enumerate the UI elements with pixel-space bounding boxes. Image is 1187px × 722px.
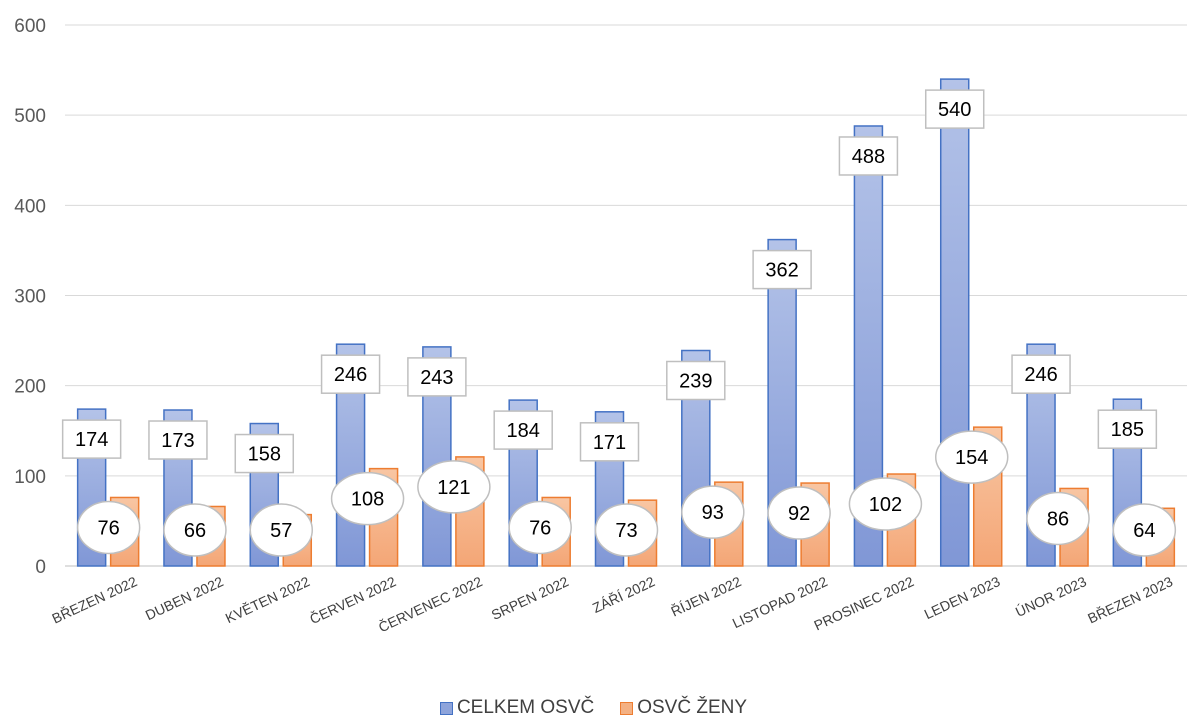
- x-tick-label-12: BŘEZEN 2023: [1085, 573, 1175, 626]
- legend-item-celkem: CELKEM OSVČ: [439, 697, 595, 719]
- data-label-bubble-zeny-8: [767, 486, 831, 540]
- data-label-celkem-11: 246: [1024, 364, 1057, 386]
- data-label-bubble-zeny-11: [1026, 491, 1090, 546]
- x-tick-label-10: LEDEN 2023: [922, 573, 1003, 622]
- legend-swatch-celkem: [439, 701, 453, 715]
- data-label-box-celkem-0: [61, 419, 122, 459]
- data-label-box-celkem-6: [579, 422, 640, 462]
- data-label-bubble-zeny-9: [848, 477, 923, 531]
- legend: CELKEM OSVČ OSVČ ŽENY: [0, 697, 1187, 719]
- data-label-box-celkem-7: [666, 360, 726, 401]
- y-tick-label-600: 600: [14, 16, 46, 37]
- data-label-bubble-zeny-1: [163, 503, 227, 557]
- bars: [76, 78, 1176, 567]
- data-label-box-celkem-10: [924, 89, 985, 129]
- data-label-celkem-9: 488: [852, 146, 885, 168]
- data-label-zeny-1: 66: [184, 520, 206, 542]
- legend-label-celkem: CELKEM OSVČ: [456, 697, 595, 718]
- data-label-box-celkem-4: [407, 357, 467, 397]
- data-label-zeny-2: 57: [270, 520, 292, 542]
- data-label-zeny-8: 92: [788, 503, 810, 525]
- x-tick-label-1: DUBEN 2022: [143, 573, 226, 623]
- data-label-celkem-7: 239: [679, 371, 712, 393]
- y-tick-label-300: 300: [14, 287, 46, 308]
- data-label-celkem-12: 185: [1111, 419, 1144, 441]
- data-labels: 174 76 173 66 158 57 246 108 243 121 184 76 171 73 239…: [61, 89, 1177, 557]
- y-tick-label-100: 100: [14, 467, 46, 488]
- data-label-celkem-2: 158: [248, 444, 281, 466]
- data-label-celkem-4: 243: [420, 367, 453, 389]
- data-label-box-celkem-2: [234, 433, 295, 474]
- data-label-celkem-6: 171: [593, 432, 626, 454]
- data-label-box-celkem-12: [1097, 409, 1158, 449]
- data-label-zeny-3: 108: [351, 489, 384, 511]
- x-tick-label-0: BŘEZEN 2022: [49, 573, 139, 626]
- bar-celkem-10: [939, 78, 970, 567]
- data-label-celkem-10: 540: [938, 99, 971, 121]
- data-label-zeny-12: 64: [1133, 520, 1155, 542]
- data-label-celkem-1: 173: [161, 430, 194, 452]
- legend-label-zeny: OSVČ ŽENY: [637, 697, 748, 718]
- y-tick-label-200: 200: [14, 377, 46, 398]
- data-label-bubble-zeny-6: [594, 503, 659, 557]
- x-tick-label-5: SRPEN 2022: [489, 573, 571, 623]
- data-label-bubble-zeny-3: [330, 471, 405, 526]
- data-label-celkem-3: 246: [334, 364, 367, 386]
- data-label-zeny-4: 121: [437, 477, 470, 499]
- grid-lines: [65, 24, 1187, 567]
- y-tick-label-0: 0: [35, 557, 46, 578]
- data-label-box-celkem-11: [1011, 354, 1071, 394]
- y-tick-label-500: 500: [14, 106, 46, 127]
- legend-item-zeny: OSVČ ŽENY: [620, 697, 747, 719]
- data-label-zeny-5: 76: [529, 517, 551, 539]
- data-label-zeny-0: 76: [98, 517, 120, 539]
- data-label-bubble-zeny-0: [76, 500, 141, 555]
- x-tick-label-6: ZÁŘÍ 2022: [590, 573, 658, 616]
- x-tick-label-11: ÚNOR 2023: [1013, 573, 1089, 620]
- data-label-bubble-zeny-10: [934, 430, 1009, 484]
- data-label-zeny-10: 154: [955, 447, 988, 469]
- legend-swatch-zeny: [620, 701, 634, 715]
- data-label-box-celkem-9: [838, 136, 899, 176]
- data-label-bubble-zeny-5: [508, 500, 572, 555]
- data-label-zeny-7: 93: [702, 502, 724, 524]
- x-tick-label-2: KVĚTEN 2022: [223, 573, 312, 626]
- data-label-bubble-zeny-7: [681, 485, 745, 539]
- data-label-celkem-5: 184: [507, 420, 540, 442]
- data-label-celkem-8: 362: [765, 260, 798, 282]
- y-axis-ticks: 0 100 200 300 400 500 600: [14, 16, 46, 578]
- data-label-zeny-6: 73: [615, 520, 637, 542]
- y-tick-label-400: 400: [14, 196, 46, 217]
- data-label-box-celkem-1: [148, 420, 208, 460]
- data-label-box-celkem-8: [752, 249, 812, 290]
- data-label-zeny-11: 86: [1047, 508, 1069, 530]
- data-label-bubble-zeny-4: [417, 460, 491, 514]
- data-label-bubble-zeny-12: [1112, 503, 1177, 557]
- data-label-celkem-0: 174: [75, 429, 108, 451]
- x-tick-label-7: ŘÍJEN 2022: [668, 573, 743, 619]
- data-label-box-celkem-3: [320, 354, 381, 394]
- data-label-bubble-zeny-2: [249, 503, 314, 557]
- data-label-zeny-9: 102: [869, 494, 902, 516]
- data-label-box-celkem-5: [493, 410, 553, 450]
